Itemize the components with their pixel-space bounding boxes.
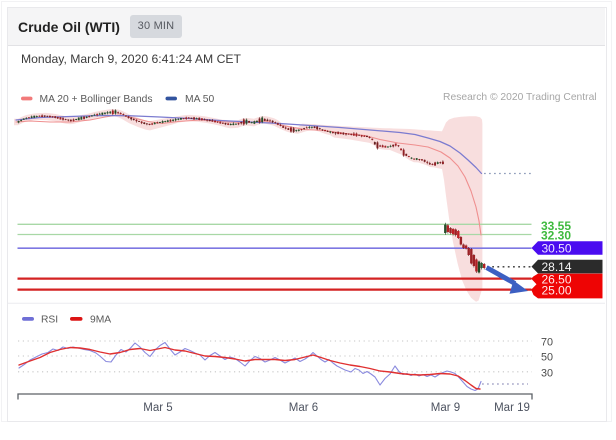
svg-text:70: 70 — [541, 337, 553, 349]
svg-text:9MA: 9MA — [90, 315, 111, 326]
svg-text:32.30: 32.30 — [541, 229, 571, 243]
svg-text:25.00: 25.00 — [542, 284, 572, 298]
svg-text:MA 20 + Bollinger Bands: MA 20 + Bollinger Bands — [40, 94, 153, 105]
svg-text:Mar 9: Mar 9 — [431, 402, 460, 414]
svg-text:33.55: 33.55 — [541, 219, 571, 233]
svg-text:Mar 5: Mar 5 — [143, 402, 172, 414]
svg-text:28.14: 28.14 — [542, 260, 572, 274]
svg-text:Research © 2020 Trading Centra: Research © 2020 Trading Central — [443, 92, 597, 103]
svg-text:Mar 19: Mar 19 — [494, 402, 530, 414]
svg-text:50: 50 — [541, 352, 553, 364]
svg-text:MA 50: MA 50 — [185, 94, 214, 105]
svg-text:30.50: 30.50 — [542, 241, 572, 255]
svg-text:26.50: 26.50 — [542, 272, 572, 286]
svg-text:Mar 6: Mar 6 — [289, 402, 318, 414]
svg-text:RSI: RSI — [41, 315, 58, 326]
svg-text:30: 30 — [541, 367, 553, 379]
